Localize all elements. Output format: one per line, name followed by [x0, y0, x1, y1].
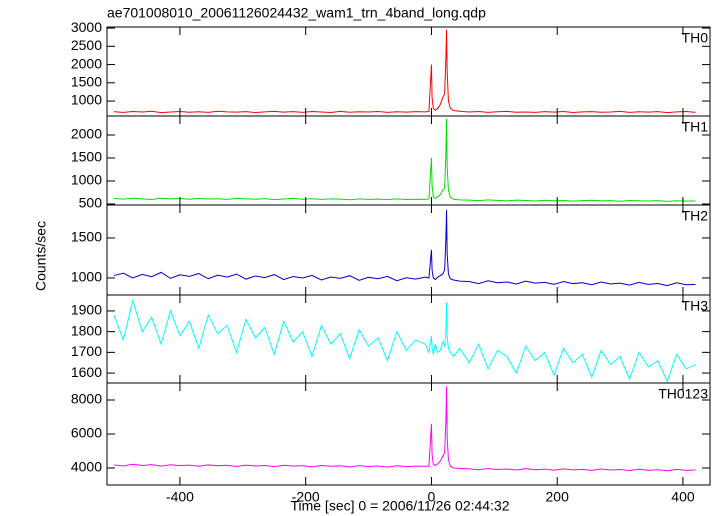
y-tick-label: 1900	[71, 302, 102, 318]
y-tick-label: 1800	[71, 322, 102, 338]
y-tick-label: 2500	[71, 37, 102, 53]
y-tick-label: 4000	[71, 459, 102, 475]
x-tick-label: 0	[428, 489, 436, 505]
y-tick-label: 1000	[71, 269, 102, 285]
y-axis-label: Counts/sec	[33, 221, 49, 291]
panel-label: TH1	[682, 119, 709, 135]
x-axis-label: Time [sec] 0 = 2006/11/26 02:44:32	[290, 498, 509, 514]
y-tick-label: 1500	[71, 149, 102, 165]
y-tick-label: 1000	[71, 92, 102, 108]
y-tick-label: 1500	[71, 229, 102, 245]
y-tick-label: 2000	[71, 55, 102, 71]
y-tick-label: 1500	[71, 74, 102, 90]
y-tick-label: 3000	[71, 19, 102, 35]
panel-label: TH0123	[658, 386, 708, 402]
light-curve	[113, 209, 696, 287]
x-tick-label: -200	[292, 489, 320, 505]
y-tick-label: 1000	[71, 172, 102, 188]
panel-label: TH3	[682, 298, 709, 314]
panel-label: TH0	[682, 30, 709, 46]
chart-title: ae701008010_20061126024432_wam1_trn_4ban…	[107, 5, 486, 21]
y-tick-label: 1600	[71, 364, 102, 380]
light-curve	[113, 29, 696, 114]
panel-label: TH2	[682, 208, 709, 224]
light-curve	[113, 386, 696, 472]
y-tick-label: 500	[79, 195, 103, 211]
y-tick-label: 6000	[71, 425, 102, 441]
y-tick-label: 1700	[71, 343, 102, 359]
light-curve	[113, 118, 696, 202]
x-tick-label: -400	[166, 489, 194, 505]
y-tick-label: 8000	[71, 391, 102, 407]
light-curve	[113, 298, 696, 383]
x-tick-label: 400	[671, 489, 695, 505]
y-tick-label: 2000	[71, 126, 102, 142]
x-tick-label: 200	[546, 489, 570, 505]
